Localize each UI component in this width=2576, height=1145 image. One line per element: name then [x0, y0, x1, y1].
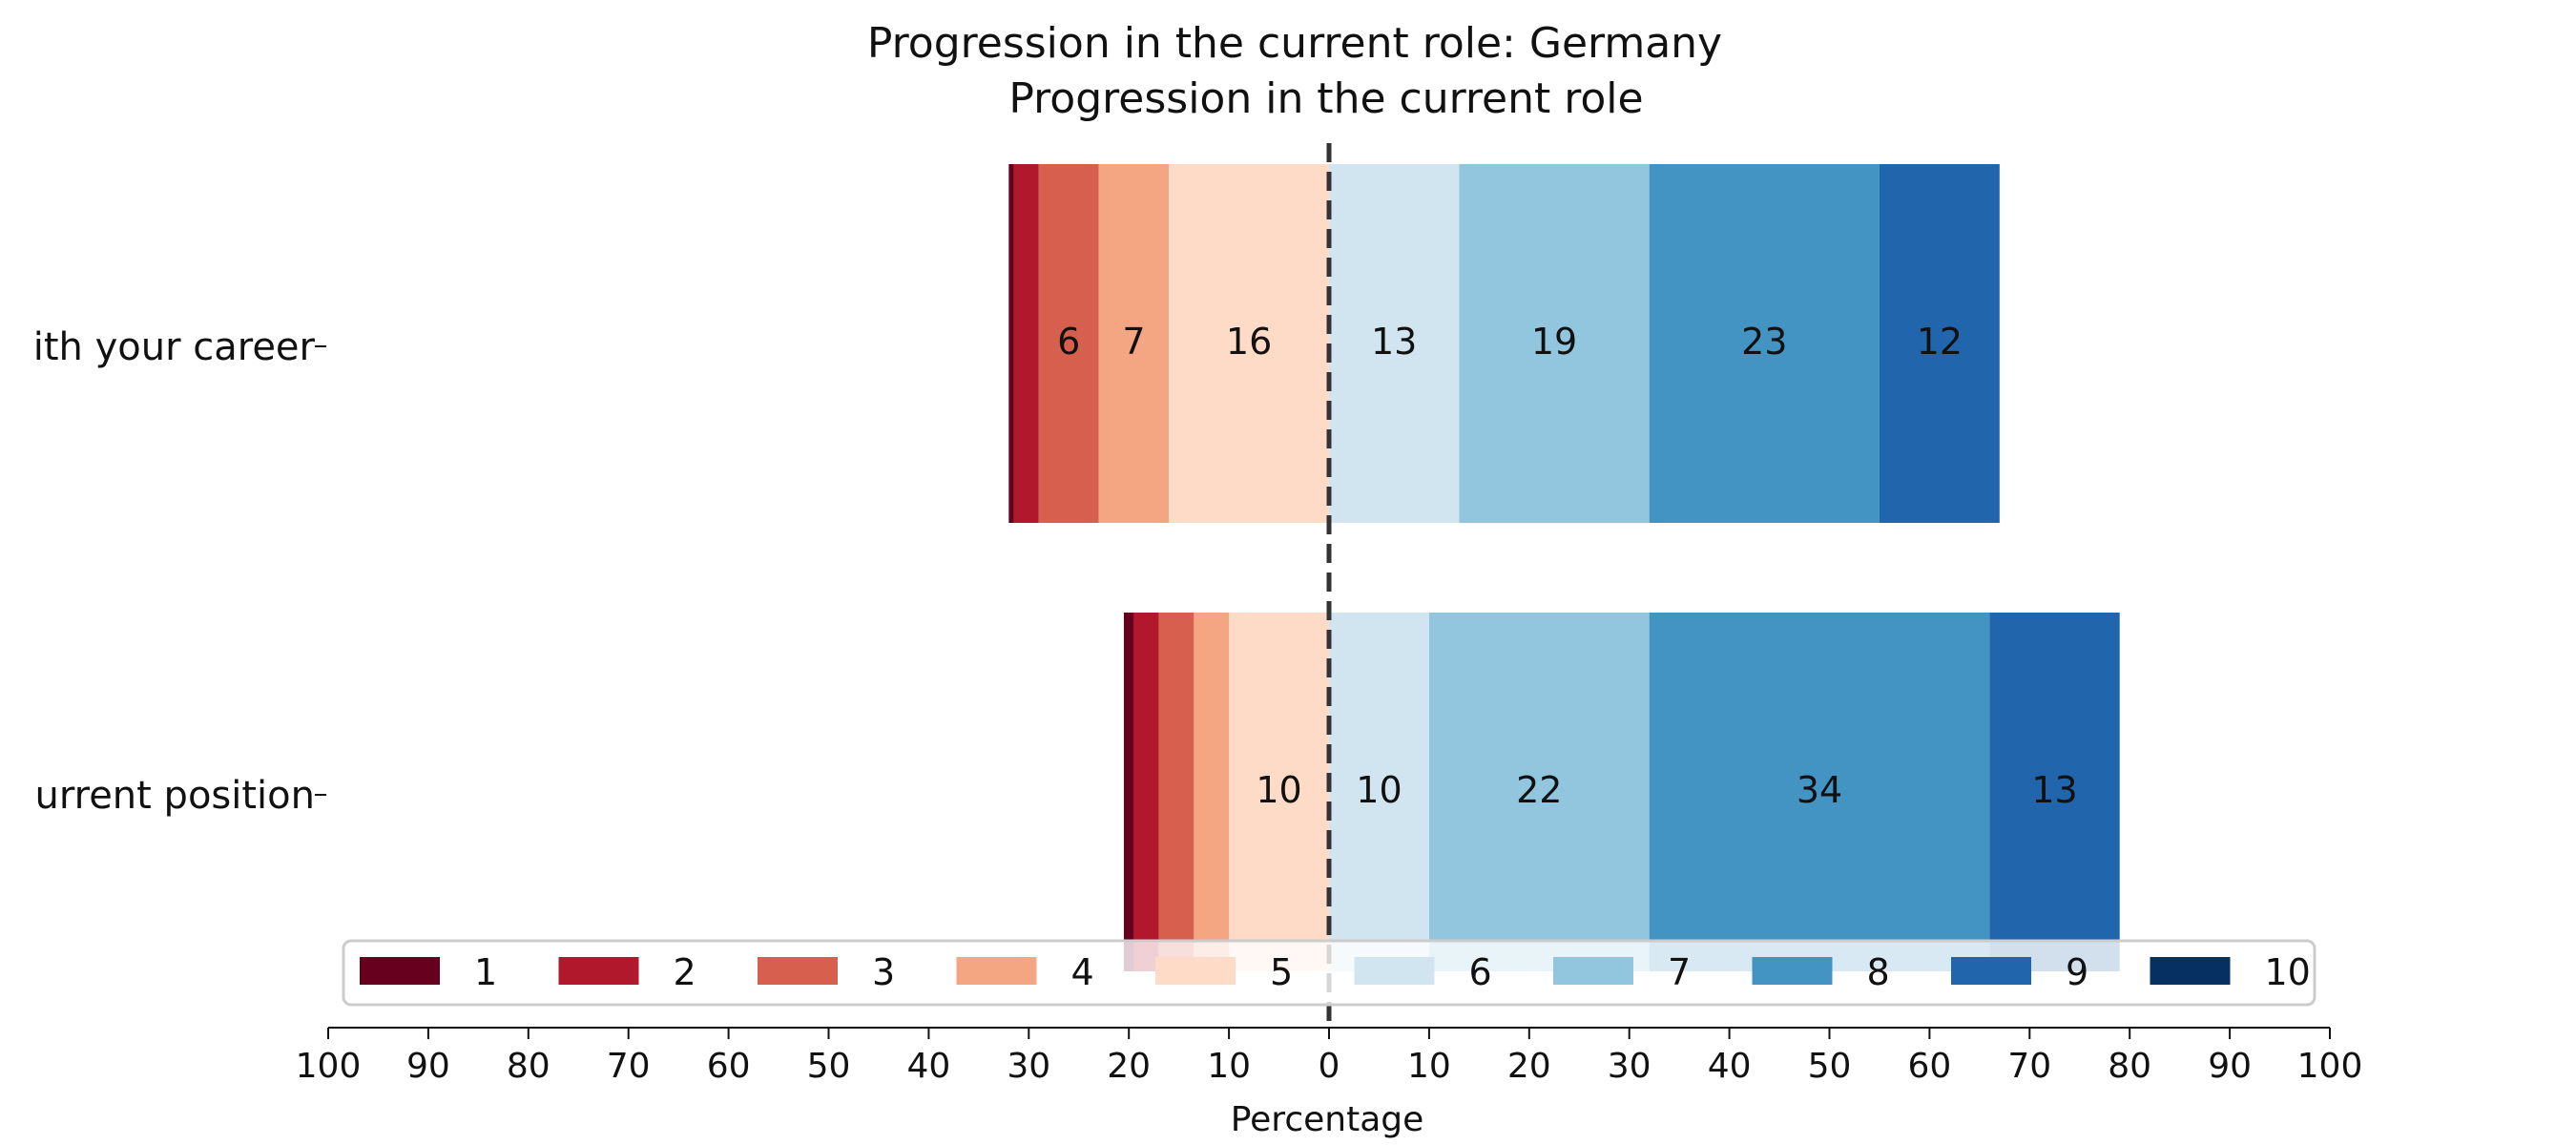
- category-label: urrent position: [35, 774, 315, 818]
- bar-value-label: 10: [1356, 769, 1402, 811]
- x-tick-label: 100: [296, 1047, 362, 1086]
- x-tick-label: 50: [1808, 1047, 1852, 1086]
- bar-segment-2: [1133, 613, 1159, 971]
- legend-swatch-6: [1354, 957, 1435, 985]
- bar-segment-5: [1169, 164, 1329, 523]
- x-tick-label: 40: [1708, 1047, 1752, 1086]
- legend-swatch-3: [758, 957, 838, 985]
- x-tick-label: 80: [507, 1047, 551, 1086]
- bar-segment-9: [1989, 613, 2120, 971]
- legend-label-2: 2: [674, 951, 696, 993]
- x-tick-label: 70: [607, 1047, 651, 1086]
- legend-label-9: 9: [2066, 951, 2088, 993]
- bar-segment-1: [1123, 613, 1134, 971]
- x-tick-label: 10: [1407, 1047, 1451, 1086]
- bars-group: 6 7 16 13 19 23 12 10 10 22 34 13: [1008, 164, 2120, 971]
- bar-segment-4: [1098, 164, 1170, 523]
- x-tick-label: 30: [1007, 1047, 1050, 1086]
- category-labels: ith your career urrent position: [33, 325, 326, 818]
- bar-value-label: 6: [1057, 321, 1080, 363]
- legend-swatch-9: [1951, 957, 2031, 985]
- legend-label-6: 6: [1469, 951, 1492, 993]
- legend: 1 2 3 4 5 6 7 8 9 10: [342, 939, 2316, 1007]
- bar-segment-3: [1158, 613, 1195, 971]
- bar-value-label: 13: [1371, 321, 1417, 363]
- legend-label-1: 1: [474, 951, 497, 993]
- chart-title: Progression in the current role: Germany: [867, 19, 1722, 68]
- legend-swatch-1: [360, 957, 440, 985]
- bar-segment-3: [1038, 164, 1099, 523]
- legend-frame: [342, 939, 2316, 1007]
- legend-label-5: 5: [1270, 951, 1293, 993]
- bar-segment-5: [1229, 613, 1329, 971]
- bar-segment-1: [1008, 164, 1014, 523]
- legend-swatch-2: [558, 957, 639, 985]
- bar-segment-7: [1459, 164, 1650, 523]
- x-tick-label: 20: [1507, 1047, 1551, 1086]
- bar-value-label: 23: [1741, 321, 1787, 363]
- legend-swatch-7: [1553, 957, 1633, 985]
- bar-value-label: 10: [1256, 769, 1301, 811]
- bar-segment-4: [1194, 613, 1230, 971]
- legend-swatch-5: [1155, 957, 1236, 985]
- x-tick-label: 60: [1907, 1047, 1951, 1086]
- bar-segment-8: [1649, 613, 1990, 971]
- bar-segment-2: [1013, 164, 1039, 523]
- x-tick-label: 0: [1319, 1047, 1340, 1086]
- bar-segment-6: [1329, 164, 1460, 523]
- bar-value-label: 16: [1226, 321, 1272, 363]
- chart-subtitle: Progression in the current role: [1008, 74, 1643, 123]
- bar-value-label: 22: [1516, 769, 1562, 811]
- bar-segment-9: [1879, 164, 2000, 523]
- legend-label-8: 8: [1867, 951, 1890, 993]
- x-axis-title: Percentage: [1231, 1100, 1424, 1139]
- x-axis: 100 90 80 70 60 50 40 30 20 10 0 10 20 30 40 50 60 70 80 90…: [296, 1027, 2363, 1086]
- legend-label-7: 7: [1668, 951, 1691, 993]
- x-tick-label: 80: [2108, 1047, 2151, 1086]
- x-tick-label: 10: [1207, 1047, 1251, 1086]
- x-tick-label: 40: [906, 1047, 950, 1086]
- x-tick-label: 20: [1107, 1047, 1151, 1086]
- bar-value-label: 12: [1917, 321, 1963, 363]
- bar-value-label: 34: [1797, 769, 1842, 811]
- legend-label-10: 10: [2265, 951, 2311, 993]
- bar-segment-7: [1428, 613, 1650, 971]
- bar-value-label: 13: [2031, 769, 2077, 811]
- x-tick-label: 30: [1608, 1047, 1652, 1086]
- legend-swatch-10: [2150, 957, 2231, 985]
- x-tick-label: 90: [406, 1047, 450, 1086]
- bar-segment-6: [1329, 613, 1429, 971]
- x-tick-label: 70: [2007, 1047, 2051, 1086]
- x-tick-label: 100: [2297, 1047, 2363, 1086]
- legend-swatch-4: [956, 957, 1037, 985]
- legend-swatch-8: [1752, 957, 1833, 985]
- x-tick-label: 50: [807, 1047, 851, 1086]
- x-tick-label: 90: [2208, 1047, 2252, 1086]
- bar-value-label: 19: [1531, 321, 1577, 363]
- x-tick-label: 60: [707, 1047, 751, 1086]
- legend-label-4: 4: [1071, 951, 1094, 993]
- legend-label-3: 3: [872, 951, 895, 993]
- category-label: ith your career: [33, 325, 316, 369]
- bar-value-label: 7: [1122, 321, 1145, 363]
- bar-segment-8: [1649, 164, 1880, 523]
